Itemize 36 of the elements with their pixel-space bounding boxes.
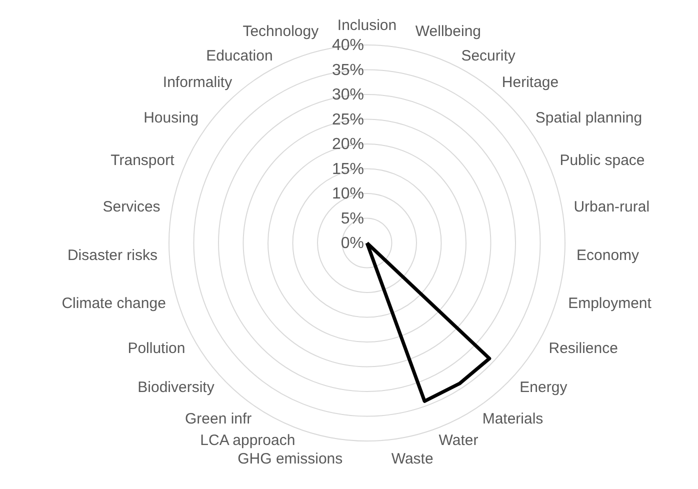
y-tick-label: 20% <box>332 136 364 153</box>
spoke-label: Pollution <box>128 340 186 357</box>
spoke-label: Urban-rural <box>574 198 650 216</box>
y-tick-label: 10% <box>332 186 364 202</box>
spoke-label: Energy <box>520 379 568 396</box>
spoke-label: Technology <box>242 22 320 40</box>
spoke-label: Green infr <box>184 410 252 428</box>
spoke-label: Transport <box>110 152 176 169</box>
y-tick-label: 35% <box>332 62 364 79</box>
y-tick-label: 0% <box>340 235 364 252</box>
spoke-label: Employment <box>568 295 652 312</box>
spoke-label: Housing <box>144 110 199 127</box>
y-tick-label: 30% <box>332 86 364 104</box>
y-tick-label: 15% <box>332 160 364 178</box>
spoke-label: Heritage <box>502 74 559 92</box>
spoke-label: Spatial planning <box>535 110 642 127</box>
spoke-label: Services <box>102 198 160 216</box>
spoke-label: Inclusion <box>337 17 397 34</box>
spoke-label: Biodiversity <box>138 379 215 396</box>
spoke-label: Economy <box>576 247 640 264</box>
spoke-label: Water <box>438 432 478 450</box>
spoke-label: Materials <box>482 410 544 428</box>
spoke-label: GHG emissions <box>238 450 343 468</box>
spoke-label: Security <box>461 47 516 64</box>
spoke-label: LCA approach <box>200 432 296 450</box>
spoke-label: Waste <box>391 450 434 468</box>
spoke-label: Resilience <box>548 340 618 357</box>
y-tick-label: 25% <box>332 111 364 128</box>
spoke-label: Informality <box>162 74 233 92</box>
spoke-label: Disaster risks <box>67 247 158 264</box>
spoke-label: Public space <box>560 152 645 169</box>
y-tick-label: 40% <box>332 37 364 54</box>
spoke-label: Climate change <box>62 295 166 312</box>
spoke-label: Education <box>206 47 273 64</box>
y-tick-label: 5% <box>340 210 364 228</box>
spoke-label: Wellbeing <box>415 22 482 40</box>
